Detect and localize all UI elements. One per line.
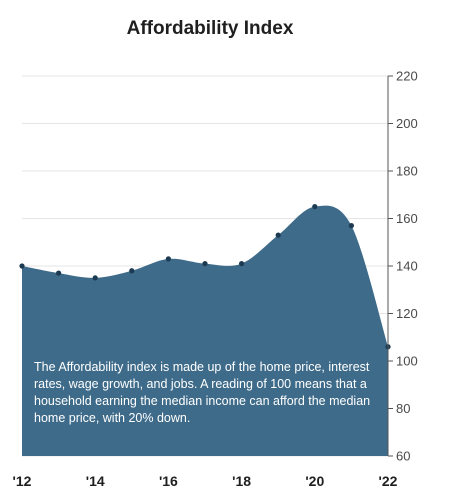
xtick-label-2016: '16 — [159, 473, 178, 489]
ytick-label-180: 180 — [396, 164, 418, 179]
xtick-label-2020: '20 — [305, 473, 324, 489]
xtick-label-2018: '18 — [232, 473, 251, 489]
data-point-2017 — [202, 261, 208, 267]
data-point-2018 — [239, 261, 245, 267]
data-point-2016 — [165, 256, 171, 262]
ytick-label-80: 80 — [396, 401, 410, 416]
ytick-label-220: 220 — [396, 69, 418, 84]
chart-annotation: The Affordability index is made up of th… — [34, 360, 371, 425]
chart-title: Affordability Index — [126, 18, 294, 39]
xtick-label-2012: '12 — [13, 473, 32, 489]
ytick-label-120: 120 — [396, 306, 418, 321]
data-point-2020 — [312, 204, 318, 210]
data-point-2012 — [19, 263, 25, 269]
ytick-label-140: 140 — [396, 259, 418, 274]
data-point-2013 — [56, 270, 62, 276]
data-point-2019 — [275, 232, 281, 238]
xtick-label-2022: '22 — [379, 473, 398, 489]
affordability-area — [22, 205, 388, 456]
data-point-2014 — [92, 275, 98, 281]
y-axis-ticks: 220 200 180 160 140 120 100 80 60 — [388, 69, 418, 464]
ytick-label-100: 100 — [396, 354, 418, 369]
ytick-label-200: 200 — [396, 116, 418, 131]
data-point-2021 — [348, 223, 354, 229]
ytick-label-60: 60 — [396, 449, 410, 464]
data-point-2015 — [129, 268, 135, 274]
x-axis-ticks: '12 '14 '16 '18 '20 '22 — [13, 473, 398, 489]
xtick-label-2014: '14 — [86, 473, 105, 489]
ytick-label-160: 160 — [396, 211, 418, 226]
